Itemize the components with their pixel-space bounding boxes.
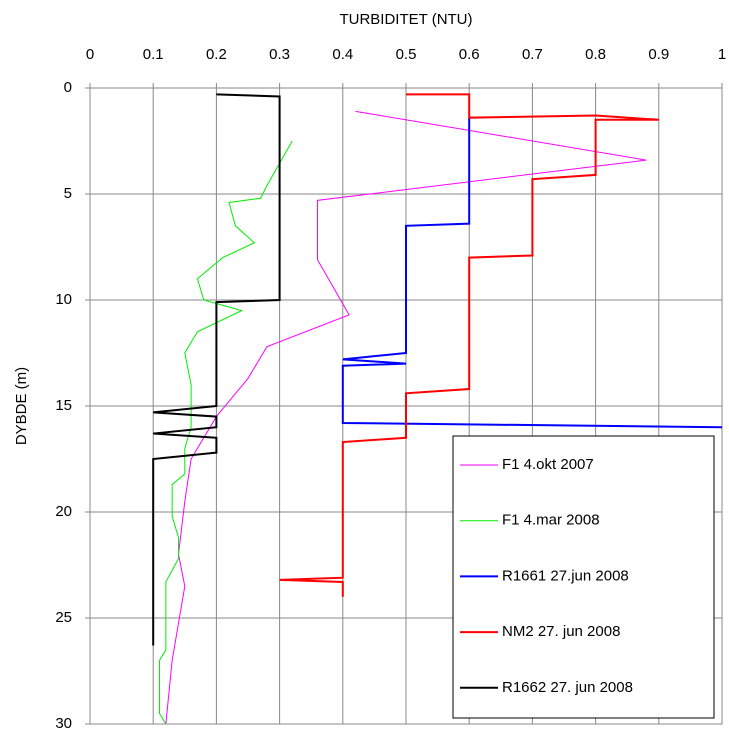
x-axis-title: TURBIDITET (NTU) bbox=[339, 11, 472, 28]
x-tick-label: 0.1 bbox=[143, 46, 164, 63]
x-tick-label: 0.2 bbox=[206, 46, 227, 63]
y-tick-label: 0 bbox=[64, 79, 72, 96]
x-tick-label: 0.9 bbox=[648, 46, 669, 63]
y-tick-label: 30 bbox=[55, 715, 72, 732]
x-tick-label: 0 bbox=[86, 46, 94, 63]
x-tick-label: 0.8 bbox=[585, 46, 606, 63]
legend-label: R1661 27.jun 2008 bbox=[502, 567, 629, 584]
y-tick-label: 25 bbox=[55, 609, 72, 626]
y-axis-title: DYBDE (m) bbox=[13, 367, 30, 445]
x-tick-label: 1 bbox=[718, 46, 726, 63]
series-line bbox=[165, 110, 647, 725]
legend-label: R1662 27. jun 2008 bbox=[502, 679, 633, 696]
series-line bbox=[279, 93, 659, 597]
legend-label: F1 4.okt 2007 bbox=[502, 456, 594, 473]
y-tick-label: 15 bbox=[55, 397, 72, 414]
y-tick-label: 20 bbox=[55, 503, 72, 520]
series-line bbox=[159, 140, 293, 725]
legend-label: NM2 27. jun 2008 bbox=[502, 623, 620, 640]
series-line bbox=[152, 93, 281, 646]
x-tick-label: 0.7 bbox=[522, 46, 543, 63]
x-tick-label: 0.4 bbox=[332, 46, 353, 63]
x-tick-label: 0.5 bbox=[396, 46, 417, 63]
plot-border bbox=[89, 87, 723, 725]
x-tick-label: 0.6 bbox=[459, 46, 480, 63]
y-tick-label: 5 bbox=[64, 185, 72, 202]
x-tick-label: 0.3 bbox=[269, 46, 290, 63]
y-tick-label: 10 bbox=[55, 291, 72, 308]
series-line bbox=[341, 117, 723, 429]
legend-label: F1 4.mar 2008 bbox=[502, 512, 600, 529]
